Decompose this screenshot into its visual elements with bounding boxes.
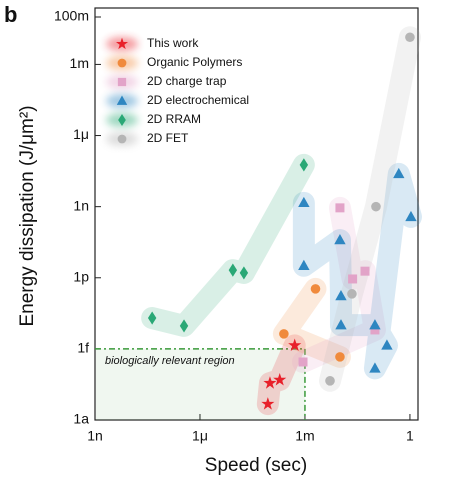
point xyxy=(347,289,357,299)
point xyxy=(279,329,289,339)
point xyxy=(405,32,415,43)
y-tick-label: 1m xyxy=(70,55,89,71)
point xyxy=(325,376,335,386)
point xyxy=(239,266,249,280)
point xyxy=(369,362,381,373)
point xyxy=(348,274,358,284)
point xyxy=(335,290,347,301)
x-tick-label: 1 xyxy=(406,428,414,444)
point xyxy=(381,339,393,350)
legend-marker xyxy=(117,77,127,87)
panel-label: b xyxy=(4,2,17,27)
point xyxy=(370,325,380,335)
region-label: biologically relevant region xyxy=(105,355,235,367)
x-tick-label: 1m xyxy=(295,428,314,444)
point xyxy=(360,266,370,276)
point xyxy=(371,201,381,212)
point xyxy=(273,373,287,386)
legend-label: This work xyxy=(147,36,199,50)
point xyxy=(299,158,309,172)
legend-label: 2D charge trap xyxy=(147,74,227,88)
plot-frame xyxy=(94,7,419,421)
point xyxy=(228,263,238,277)
point xyxy=(298,357,308,367)
y-tick-label: 1n xyxy=(73,197,89,213)
y-tick-label: 1f xyxy=(77,340,89,356)
point xyxy=(335,319,347,330)
point xyxy=(334,234,346,245)
legend-marker xyxy=(116,95,128,105)
y-axis-label: Energy dissipation (J/μm²) xyxy=(17,105,38,326)
x-axis-label: Speed (sec) xyxy=(205,455,307,476)
x-tick-label: 1n xyxy=(87,428,103,444)
legend-marker xyxy=(115,37,129,50)
point xyxy=(310,284,321,294)
legend-marker xyxy=(117,58,127,68)
y-tick-label: 1p xyxy=(73,268,89,284)
series-region xyxy=(319,26,421,392)
point xyxy=(369,319,381,330)
point xyxy=(263,376,277,389)
point xyxy=(393,167,405,179)
point xyxy=(405,210,417,222)
legend-label: Organic Polymers xyxy=(147,55,242,69)
legend-marker xyxy=(118,113,126,127)
legend-label: 2D electrochemical xyxy=(147,93,249,107)
x-tick-label: 1μ xyxy=(192,428,208,444)
point xyxy=(261,397,275,410)
legend-label: 2D RRAM xyxy=(147,112,201,126)
series-region xyxy=(141,153,315,337)
point xyxy=(147,311,157,325)
point xyxy=(298,259,310,270)
y-tick-label: 1a xyxy=(73,411,89,427)
legend-marker xyxy=(117,134,127,144)
series-region xyxy=(292,162,422,380)
point xyxy=(335,352,345,362)
point xyxy=(335,203,345,213)
point xyxy=(298,196,310,208)
legend-label: 2D FET xyxy=(147,131,189,145)
y-tick-label: 100m xyxy=(54,8,89,24)
point xyxy=(288,338,302,352)
y-tick-label: 1μ xyxy=(73,126,89,142)
point xyxy=(179,319,189,333)
